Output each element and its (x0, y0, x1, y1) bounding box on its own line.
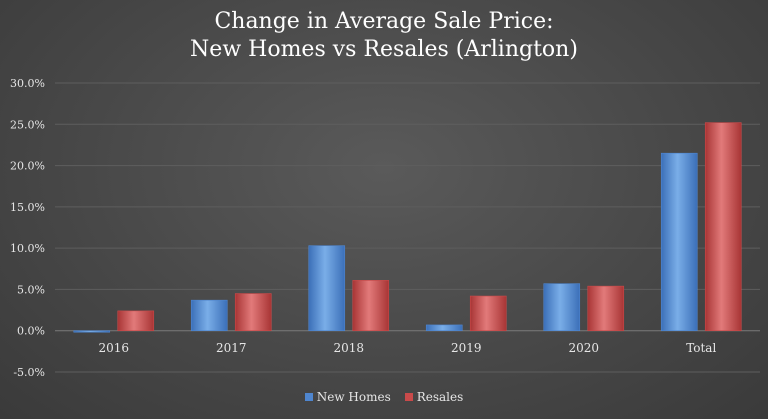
chart-title-line1: Change in Average Sale Price: (214, 9, 554, 34)
chart-title: Change in Average Sale Price: New Homes … (0, 8, 768, 64)
legend-swatch-resales (404, 393, 413, 401)
bar-new-homes (543, 283, 581, 332)
x-tick-label: 2017 (216, 341, 247, 355)
bar-new-homes (190, 299, 228, 332)
bar-resales (117, 310, 155, 332)
legend-label-new-homes: New Homes (316, 390, 391, 404)
x-tick-label: 2019 (451, 341, 482, 355)
bar-resales (469, 295, 507, 332)
bar-new-homes (308, 245, 346, 332)
x-tick-label: 2016 (98, 341, 129, 355)
y-tick-label: 0.0% (17, 325, 45, 338)
bar-new-homes (660, 152, 698, 332)
bar-resales (234, 293, 272, 332)
x-tick-label: Total (686, 341, 716, 355)
bar-resales (352, 280, 390, 332)
y-tick-label: 15.0% (10, 201, 45, 214)
y-tick-label: -5.0% (13, 366, 45, 379)
legend: New Homes Resales (0, 390, 768, 404)
bar-resales (587, 285, 625, 332)
bar-new-homes (73, 330, 111, 333)
legend-swatch-new-homes (304, 393, 313, 401)
y-tick-label: 30.0% (10, 77, 45, 90)
legend-item-resales: Resales (404, 390, 464, 404)
y-tick-label: 5.0% (17, 283, 45, 296)
bar-resales (704, 122, 742, 332)
chart-title-line2: New Homes vs Resales (Arlington) (190, 37, 578, 62)
y-tick-label: 25.0% (10, 118, 45, 131)
legend-item-new-homes: New Homes (304, 390, 391, 404)
x-tick-label: 2018 (333, 341, 364, 355)
bar-new-homes (425, 324, 463, 332)
legend-label-resales: Resales (416, 390, 464, 404)
y-tick-label: 20.0% (10, 160, 45, 173)
y-tick-label: 10.0% (10, 242, 45, 255)
x-tick-label: 2020 (568, 341, 599, 355)
